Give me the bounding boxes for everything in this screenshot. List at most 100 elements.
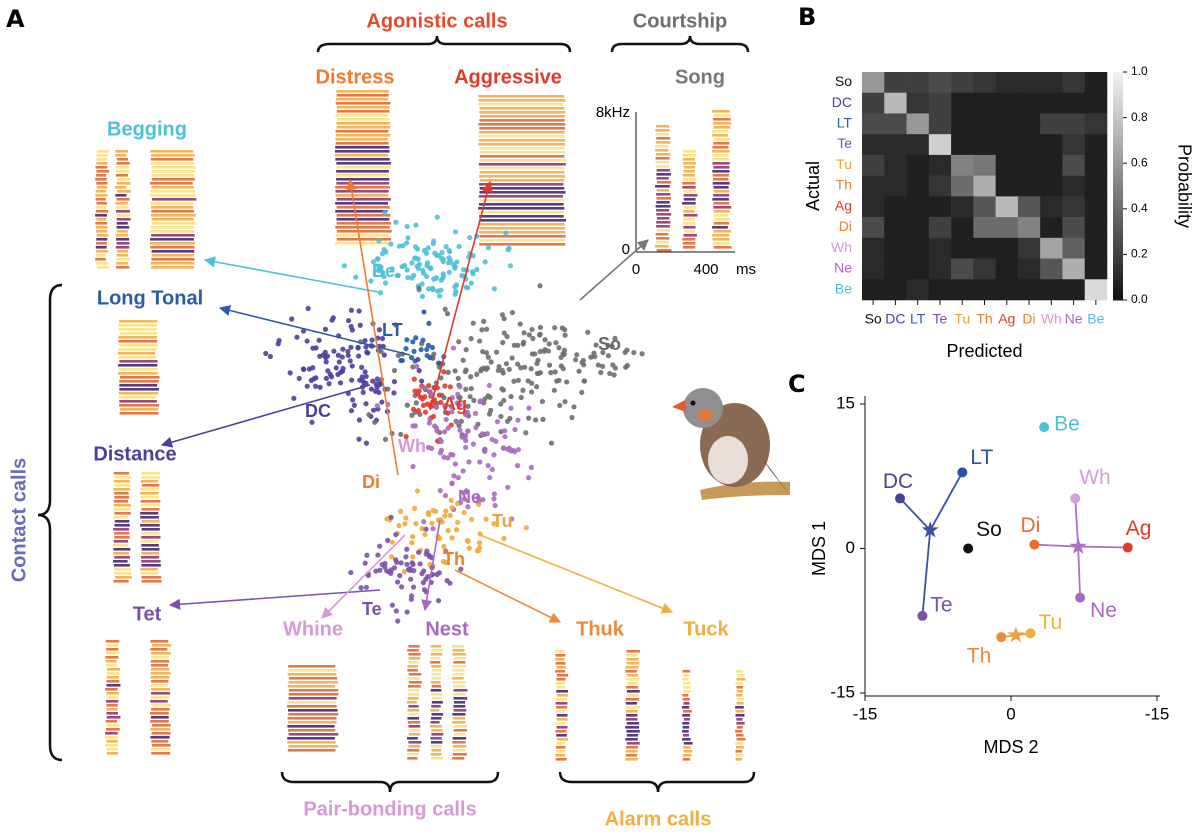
spectrogram-band bbox=[452, 645, 465, 648]
cloud-dot bbox=[445, 455, 451, 461]
spectrogram-band bbox=[116, 178, 131, 181]
spectrogram-band bbox=[452, 681, 466, 684]
spectrogram-band bbox=[151, 258, 195, 261]
spectrogram-band bbox=[95, 214, 108, 217]
spectrogram-band bbox=[116, 254, 128, 257]
cloud-dot bbox=[309, 419, 315, 425]
cloud-dot bbox=[493, 349, 500, 355]
spectrogram-band bbox=[335, 138, 388, 141]
scatter-point bbox=[996, 632, 1007, 643]
spectrogram-band bbox=[150, 720, 169, 723]
heatmap-cell bbox=[928, 134, 952, 156]
spectrogram-band bbox=[735, 746, 745, 749]
cloud-dot bbox=[485, 462, 491, 469]
spectrogram-band bbox=[430, 721, 440, 724]
spectrogram-band bbox=[683, 218, 695, 221]
spectrogram-band bbox=[655, 161, 670, 164]
colorbar-tick-label: 0.0 bbox=[1131, 292, 1148, 306]
point-label: DC bbox=[883, 470, 913, 493]
axis-title: MDS 1 bbox=[809, 521, 829, 576]
spectrogram-band bbox=[113, 480, 130, 483]
colorbar-step bbox=[1113, 113, 1123, 119]
cloud-dot bbox=[445, 527, 451, 534]
heatmap-cell bbox=[951, 279, 974, 301]
cloud-dot bbox=[368, 278, 374, 284]
spectrogram-band bbox=[625, 686, 639, 689]
spectrogram-band bbox=[655, 157, 670, 160]
spectrogram-band bbox=[682, 182, 696, 185]
cloud-dot bbox=[393, 219, 399, 225]
heatmap-cell bbox=[1084, 72, 1108, 94]
cloud-dot bbox=[482, 259, 488, 265]
spectrogram-band bbox=[336, 170, 389, 173]
spectrogram-band bbox=[335, 102, 391, 105]
x-tick-label: Tu bbox=[954, 311, 970, 327]
spectrogram-band bbox=[105, 664, 117, 667]
spectrogram-band bbox=[683, 742, 693, 745]
spectrogram-band bbox=[118, 336, 158, 339]
call-label: Song bbox=[675, 66, 725, 88]
spectrogram-band bbox=[287, 749, 336, 752]
heatmap-cell bbox=[928, 154, 952, 176]
heatmap-cell bbox=[1084, 237, 1108, 259]
spectrogram-band bbox=[626, 714, 638, 717]
cloud-dot bbox=[440, 271, 446, 277]
spectrogram-band bbox=[113, 472, 130, 475]
cloud-dot bbox=[404, 402, 410, 408]
cloud-dot bbox=[598, 369, 604, 376]
spectrogram-band bbox=[95, 194, 108, 197]
cloud-dot bbox=[463, 444, 469, 451]
cloud-dot bbox=[440, 558, 447, 565]
cloud-dot bbox=[477, 459, 483, 465]
axis-title: MDS 2 bbox=[983, 737, 1038, 757]
cloud-dot bbox=[485, 245, 492, 251]
cloud-dot bbox=[462, 432, 469, 439]
cloud-dot bbox=[361, 379, 367, 386]
cloud-dot bbox=[465, 428, 471, 434]
spectrogram-band bbox=[736, 726, 743, 729]
cloud-dot bbox=[382, 210, 388, 216]
spectrogram-band bbox=[683, 718, 691, 721]
brace bbox=[558, 771, 756, 793]
cloud-dot bbox=[372, 419, 378, 425]
cloud-dot bbox=[431, 351, 437, 357]
spectrogram-band bbox=[735, 710, 745, 713]
cloud-dot bbox=[463, 488, 470, 494]
spectrogram-band bbox=[335, 202, 389, 205]
cloud-dot bbox=[463, 386, 469, 392]
cloud-dot bbox=[395, 352, 401, 359]
spectrogram-band bbox=[95, 174, 107, 177]
spectrogram-band bbox=[712, 238, 730, 241]
spectrogram-band bbox=[683, 214, 698, 217]
spectrogram-band bbox=[626, 706, 640, 709]
spectrogram-band bbox=[479, 107, 565, 110]
spectrogram-band bbox=[626, 722, 640, 725]
cloud-dot bbox=[494, 419, 501, 425]
cloud-dot bbox=[612, 335, 618, 341]
scatter-point bbox=[1039, 422, 1050, 433]
colorbar-step bbox=[1113, 122, 1123, 128]
spectrogram-band bbox=[683, 190, 697, 193]
cloud-dot bbox=[409, 275, 415, 281]
cloud-dot bbox=[385, 537, 391, 543]
cloud-dot bbox=[426, 512, 432, 518]
spectrogram-band bbox=[106, 716, 121, 719]
spectrogram-band bbox=[736, 670, 744, 673]
cloud-dot bbox=[449, 535, 455, 541]
spectrogram-band bbox=[119, 380, 159, 383]
cloud-dot bbox=[552, 369, 558, 375]
cloud-labels: Be LT So DC Ag Wh Di Ne Tu Th Te bbox=[305, 261, 621, 619]
spectrogram-band bbox=[95, 210, 109, 213]
connector bbox=[1078, 545, 1128, 549]
cloud-dot bbox=[418, 346, 424, 353]
cloud-dot bbox=[403, 515, 409, 521]
cloud-dot bbox=[508, 405, 514, 411]
spectrogram-band bbox=[150, 162, 194, 165]
spectrogram-band bbox=[105, 660, 117, 663]
spectrogram-band bbox=[113, 540, 129, 543]
cloud-dot bbox=[452, 368, 458, 374]
spectrogram-band bbox=[113, 564, 130, 567]
heatmap-cell bbox=[1040, 154, 1063, 176]
cloud-dot bbox=[537, 283, 543, 289]
spectrogram-band bbox=[96, 266, 110, 269]
